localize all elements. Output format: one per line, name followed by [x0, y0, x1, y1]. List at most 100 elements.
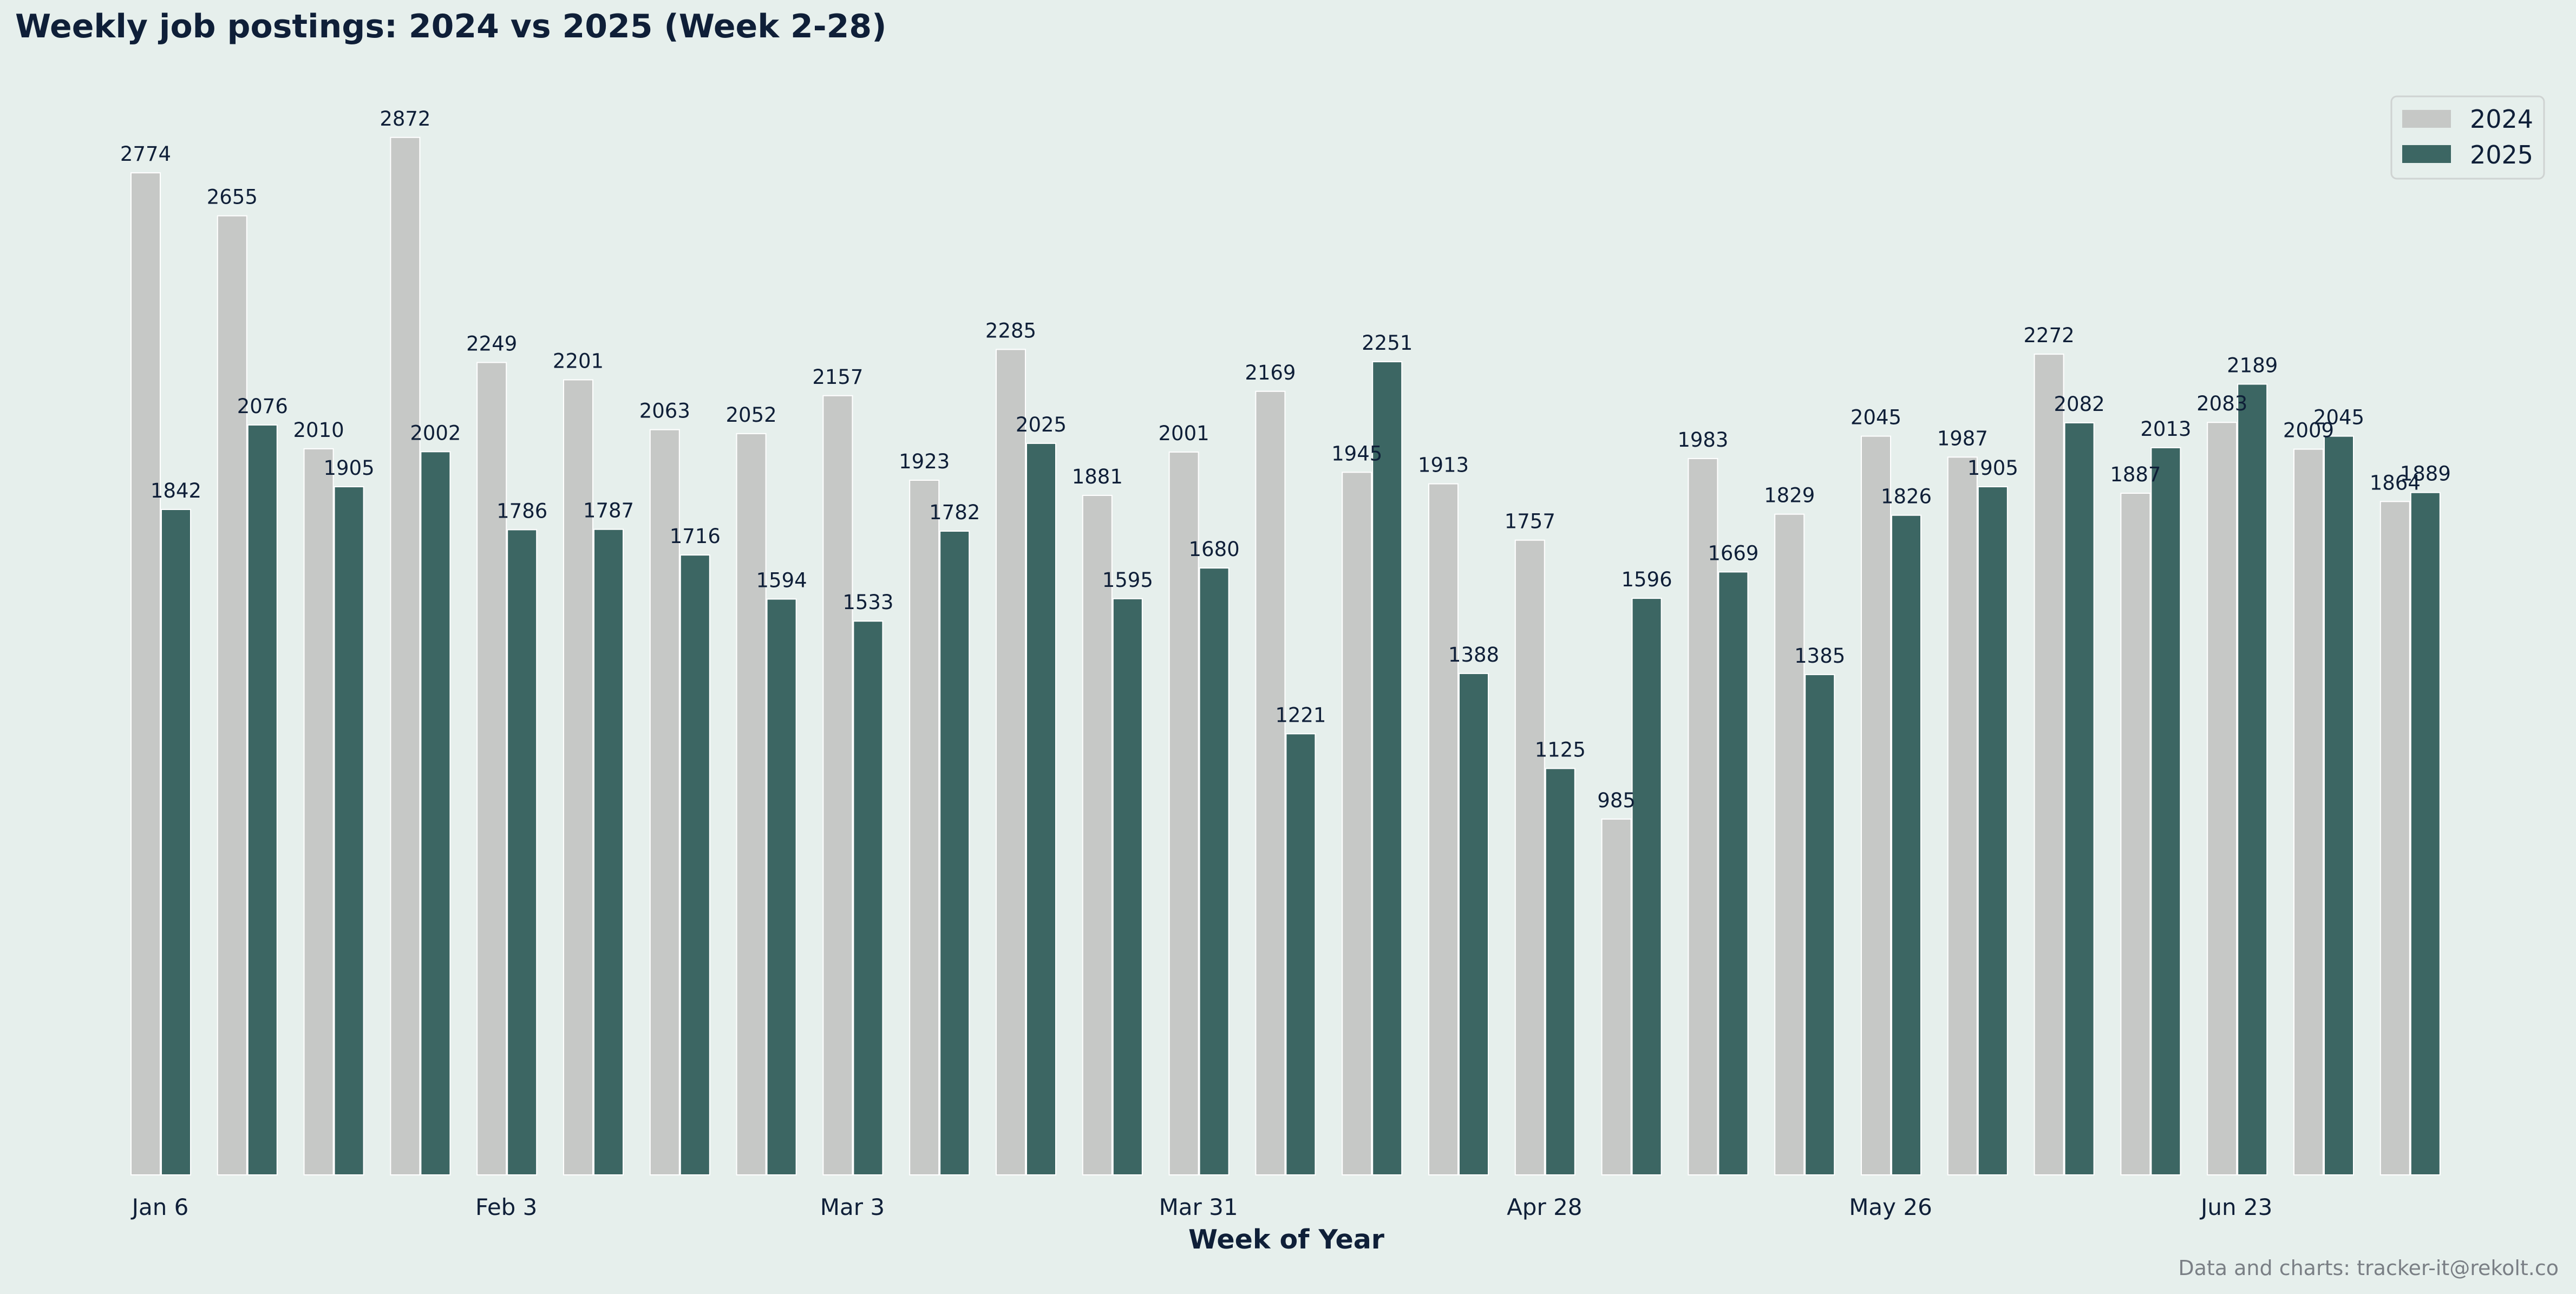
bar-2025-week-18 — [1631, 598, 1662, 1175]
bar-2025-week-16 — [1459, 672, 1489, 1175]
value-label-2024-week-12: 1881 — [1072, 465, 1123, 488]
bar-2024-week-19 — [1688, 458, 1718, 1175]
value-label-2024-week-26: 2009 — [2283, 419, 2334, 442]
bar-2025-week-19 — [1718, 571, 1749, 1175]
value-label-2024-week-19: 1983 — [1677, 428, 1728, 452]
value-label-2025-week-18: 1596 — [1622, 568, 1672, 591]
value-label-2025-week-4: 2002 — [410, 421, 461, 445]
bar-2025-week-3 — [334, 486, 364, 1175]
bar-2024-week-5 — [476, 362, 507, 1175]
bar-2024-week-13 — [1168, 451, 1199, 1175]
bar-2025-week-14 — [1285, 733, 1316, 1176]
value-label-2025-week-19: 1669 — [1708, 541, 1758, 565]
bar-2025-week-24 — [2150, 447, 2181, 1175]
legend-swatch-2025 — [2402, 145, 2451, 163]
bar-2025-week-23 — [2064, 422, 2095, 1175]
value-label-2025-week-10: 1782 — [929, 501, 980, 524]
bar-2025-week-8 — [766, 598, 797, 1175]
x-tick-label: May 26 — [1849, 1194, 1932, 1220]
bar-2024-week-12 — [1082, 495, 1113, 1175]
value-label-2025-week-24: 2013 — [2140, 417, 2191, 441]
bar-2024-week-21 — [1861, 435, 1891, 1175]
bar-2025-week-20 — [1804, 674, 1835, 1175]
bar-2025-week-15 — [1372, 361, 1403, 1175]
series-2025-bars — [161, 361, 2441, 1176]
value-label-2025-week-23: 2082 — [2054, 393, 2105, 416]
bar-2025-week-5 — [507, 529, 538, 1175]
value-label-2024-week-5: 2249 — [466, 332, 517, 356]
value-label-2025-week-1: 1842 — [151, 479, 201, 502]
value-label-2024-week-9: 2157 — [812, 365, 863, 389]
bar-2024-week-22 — [1947, 456, 1978, 1175]
x-tick-label: Jan 6 — [130, 1194, 189, 1220]
value-label-2024-week-16: 1913 — [1418, 454, 1469, 477]
bar-2025-week-1 — [161, 509, 191, 1175]
x-tick-label: Mar 3 — [820, 1194, 885, 1220]
x-tick-label: Apr 28 — [1507, 1194, 1582, 1220]
value-label-2025-week-9: 1533 — [842, 591, 893, 614]
bar-2024-week-14 — [1255, 390, 1286, 1175]
value-label-2024-week-3: 2010 — [293, 419, 344, 442]
value-label-2024-week-13: 2001 — [1159, 422, 1209, 445]
bar-2025-week-2 — [247, 424, 278, 1175]
value-label-2024-week-11: 2285 — [985, 319, 1036, 342]
value-labels: 2774 2655 2010 2872 2249 2201 2063 2052 2157 1923… — [120, 107, 2451, 812]
value-label-2024-week-22: 1987 — [1937, 427, 1988, 450]
x-tick-label: Feb 3 — [475, 1194, 537, 1220]
value-label-2025-week-16: 1388 — [1448, 643, 1499, 666]
legend-swatch-2024 — [2402, 110, 2451, 128]
bar-2024-week-4 — [390, 136, 421, 1175]
value-label-2025-week-2: 2076 — [237, 395, 288, 418]
value-label-2025-week-17: 1125 — [1535, 738, 1586, 761]
bar-2025-week-10 — [939, 531, 970, 1175]
legend: 2024 2025 — [2390, 95, 2545, 180]
value-label-2025-week-27: 1889 — [2400, 462, 2451, 486]
value-label-2024-week-18: 985 — [1597, 789, 1636, 812]
x-axis-ticks: Jan 6 Feb 3 Mar 3 Mar 31 Apr 28 May 26 Jun 23 — [130, 1194, 2273, 1220]
legend-label-2025: 2025 — [2470, 140, 2533, 169]
bar-2025-week-21 — [1891, 514, 1921, 1176]
bar-2024-week-9 — [822, 395, 853, 1175]
x-tick-label: Mar 31 — [1159, 1194, 1238, 1220]
bar-2024-week-17 — [1514, 539, 1545, 1176]
chart-title: Weekly job postings: 2024 vs 2025 (Week … — [15, 8, 887, 45]
value-label-2025-week-3: 1905 — [324, 456, 375, 480]
value-label-2025-week-8: 1594 — [756, 569, 807, 592]
value-label-2025-week-22: 1905 — [1967, 456, 2018, 480]
bar-2025-week-9 — [853, 620, 884, 1175]
value-label-2024-week-15: 1945 — [1331, 442, 1382, 465]
value-label-2024-week-17: 1757 — [1505, 510, 1555, 533]
value-label-2024-week-2: 2655 — [207, 186, 258, 209]
bar-2025-week-12 — [1112, 598, 1143, 1175]
value-label-2025-week-13: 1680 — [1189, 538, 1240, 561]
bar-2024-week-2 — [217, 215, 247, 1176]
series-2024-bars — [130, 136, 2410, 1176]
value-label-2025-week-20: 1385 — [1794, 644, 1845, 668]
x-tick-label: Jun 23 — [2199, 1194, 2272, 1220]
value-label-2025-week-14: 1221 — [1275, 703, 1326, 727]
value-label-2024-week-23: 2272 — [2024, 324, 2075, 347]
footer-credit: Data and charts: tracker-it@rekolt.co — [2178, 1256, 2559, 1280]
value-label-2025-week-6: 1787 — [583, 499, 634, 522]
value-label-2025-week-26: 2045 — [2313, 406, 2364, 429]
value-label-2025-week-21: 1826 — [1881, 485, 1932, 508]
bar-2025-week-25 — [2237, 383, 2268, 1175]
value-label-2025-week-12: 1595 — [1102, 568, 1153, 592]
bar-2025-week-4 — [420, 451, 451, 1175]
value-label-2025-week-25: 2189 — [2227, 354, 2278, 377]
value-label-2024-week-8: 2052 — [726, 403, 777, 427]
value-label-2024-week-6: 2201 — [553, 350, 604, 373]
bar-2024-week-25 — [2207, 422, 2238, 1176]
bar-2024-week-16 — [1428, 483, 1459, 1175]
bar-2024-week-7 — [649, 429, 680, 1175]
bar-2024-week-11 — [996, 349, 1026, 1175]
bar-2024-week-15 — [1342, 472, 1372, 1175]
bar-2024-week-18 — [1601, 818, 1632, 1176]
value-label-2024-week-4: 2872 — [380, 107, 430, 130]
value-label-2025-week-15: 2251 — [1362, 331, 1413, 355]
bar-2024-week-1 — [130, 172, 161, 1176]
bar-2024-week-24 — [2120, 493, 2151, 1175]
value-label-2024-week-21: 2045 — [1851, 406, 1901, 429]
bar-2025-week-11 — [1026, 442, 1056, 1175]
